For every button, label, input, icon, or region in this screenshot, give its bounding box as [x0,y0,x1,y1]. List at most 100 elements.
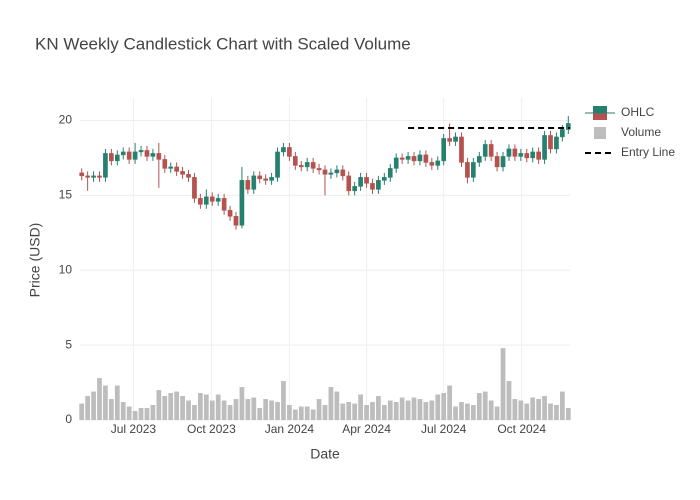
volume-bar [203,394,209,420]
volume-bar [215,394,221,420]
y-tick-label: 0 [65,412,72,426]
volume-bar [447,385,452,420]
candle-body [186,174,191,178]
candle-body [411,156,417,162]
candle-body [482,144,488,157]
candle-body [209,196,215,202]
volume-bar [144,408,150,420]
volume-bar [108,399,114,420]
candle-body [459,136,464,163]
candle-body [382,177,387,181]
volume-bar [227,405,233,420]
volume-bar [548,403,553,420]
volume-bar [275,402,280,420]
volume-bar [387,400,393,420]
candle-body [560,129,565,138]
candle-body [328,172,334,175]
candle-body [316,168,322,171]
candle-body [488,144,494,157]
volume-bar [209,400,215,420]
volume-bar [423,402,429,420]
candle-body [287,147,292,157]
volume-bar [376,396,381,420]
volume-bar [399,397,405,420]
chart-title: KN Weekly Candlestick Chart with Scaled … [35,34,411,53]
volume-bar [138,408,144,420]
candle-body [150,153,156,157]
candle-body [393,157,399,169]
candle-body [79,172,85,177]
candle-body [126,151,132,160]
volume-bar [156,390,162,420]
x-tick-label: Oct 2024 [497,422,546,436]
volume-bar [120,402,126,420]
candle-body [174,166,179,172]
candle-body [239,180,245,226]
candle-body [144,150,150,157]
y-tick-label: 15 [59,188,73,202]
candle-body [85,175,90,178]
candle-body [471,162,476,178]
volume-bar [470,405,476,420]
volume-bar [292,409,298,420]
candle-body [447,138,452,142]
volume-bar [239,387,245,420]
volume-bar [245,399,251,420]
volume-bar [518,400,524,420]
volume-bar [565,408,571,420]
volume-bar [340,403,346,420]
candle-body [494,156,500,168]
candle-body [340,169,346,177]
volume-bar [352,403,358,420]
volume-bar [103,385,108,420]
volume-bar [530,397,536,420]
x-tick-label: Oct 2023 [187,422,236,436]
legend-swatch [594,127,606,139]
candle-body [156,153,162,160]
y-tick-label: 20 [59,113,73,127]
candle-body [168,166,174,169]
volume-bar [358,394,363,420]
volume-bar [459,402,464,420]
volume-bar [186,400,191,420]
volume-bar [322,405,328,420]
candle-body [376,180,381,190]
volume-bar [126,406,132,420]
candle-body [269,177,274,181]
volume-bar [381,405,387,420]
volume-bar [287,405,292,420]
volume-bar [281,381,286,420]
volume-bar [494,406,500,420]
volume-bar [346,402,352,420]
volume-bar [263,399,269,420]
volume-bar [316,399,322,420]
candle-body [334,169,340,174]
candle-body [192,177,197,199]
candle-body [138,150,144,153]
volume-bar [465,403,470,420]
y-tick-label: 5 [65,337,72,351]
candle-body [162,159,168,169]
candle-body [423,154,429,163]
volume-bar [334,391,340,420]
candle-body [103,153,108,178]
candle-body [310,162,316,169]
legend-label: Volume [621,125,661,139]
candle-body [358,177,363,187]
volume-bar [97,378,102,420]
volume-bar [114,385,120,420]
candle-body [524,153,530,159]
x-axis-title: Date [310,446,340,462]
legend-label: Entry Line [621,145,675,159]
candle-body [221,198,227,211]
candle-body [322,169,328,175]
candle-body [500,156,506,168]
candle-body [364,177,369,184]
volume-bar [405,400,411,420]
candle-body [506,148,512,157]
candle-body [542,135,547,160]
volume-bar [168,393,174,420]
volume-bar [85,396,91,420]
volume-bar [559,391,565,420]
x-tick-label: Jul 2024 [421,422,467,436]
